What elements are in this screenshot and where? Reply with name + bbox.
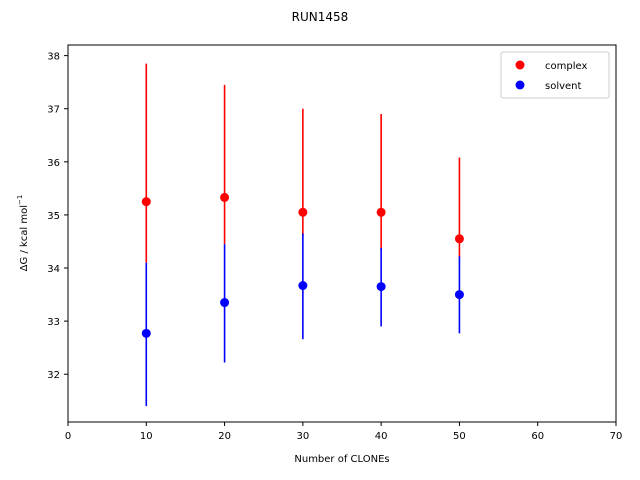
x-tick-label: 30 [296, 431, 309, 442]
point-complex [220, 192, 230, 202]
y-axis: 32 33 34 35 36 37 38 [47, 52, 68, 381]
legend-label-solvent: solvent [545, 81, 582, 92]
point-complex [454, 234, 464, 244]
y-tick-label: 34 [47, 264, 60, 275]
x-tick-label: 70 [610, 431, 623, 442]
x-axis-label: Number of CLONEs [294, 454, 389, 465]
y-tick-label: 38 [47, 52, 60, 63]
legend-marker-solvent [515, 80, 525, 90]
legend-label-complex: complex [545, 61, 587, 72]
point-complex [141, 197, 151, 207]
plot-frame [67, 44, 617, 423]
point-solvent [298, 281, 308, 291]
point-complex [376, 207, 386, 217]
point-complex [298, 207, 308, 217]
y-axis-label: ΔG / kcal mol−1 [16, 195, 30, 272]
x-tick-label: 20 [218, 431, 231, 442]
data-points [141, 192, 464, 338]
y-tick-label: 37 [47, 105, 60, 116]
chart-title: RUN1458 [292, 10, 349, 24]
y-tick-label: 33 [47, 317, 60, 328]
x-axis: 0 10 20 30 40 50 60 70 [65, 422, 623, 442]
legend: complex solvent [500, 51, 610, 99]
x-tick-label: 0 [65, 431, 71, 442]
point-solvent [454, 290, 464, 300]
point-solvent [141, 328, 151, 338]
x-tick-label: 50 [453, 431, 466, 442]
y-tick-label: 36 [47, 158, 60, 169]
point-solvent [220, 298, 230, 308]
point-solvent [376, 282, 386, 292]
y-axis-label-main: ΔG / kcal mol [19, 205, 30, 271]
y-axis-label-superscript: −1 [16, 195, 24, 205]
y-tick-label: 35 [47, 211, 60, 222]
x-tick-label: 60 [531, 431, 544, 442]
x-tick-label: 40 [375, 431, 388, 442]
x-tick-label: 10 [140, 431, 153, 442]
legend-box [500, 51, 610, 99]
y-tick-label: 32 [47, 370, 60, 381]
legend-marker-complex [515, 60, 525, 70]
